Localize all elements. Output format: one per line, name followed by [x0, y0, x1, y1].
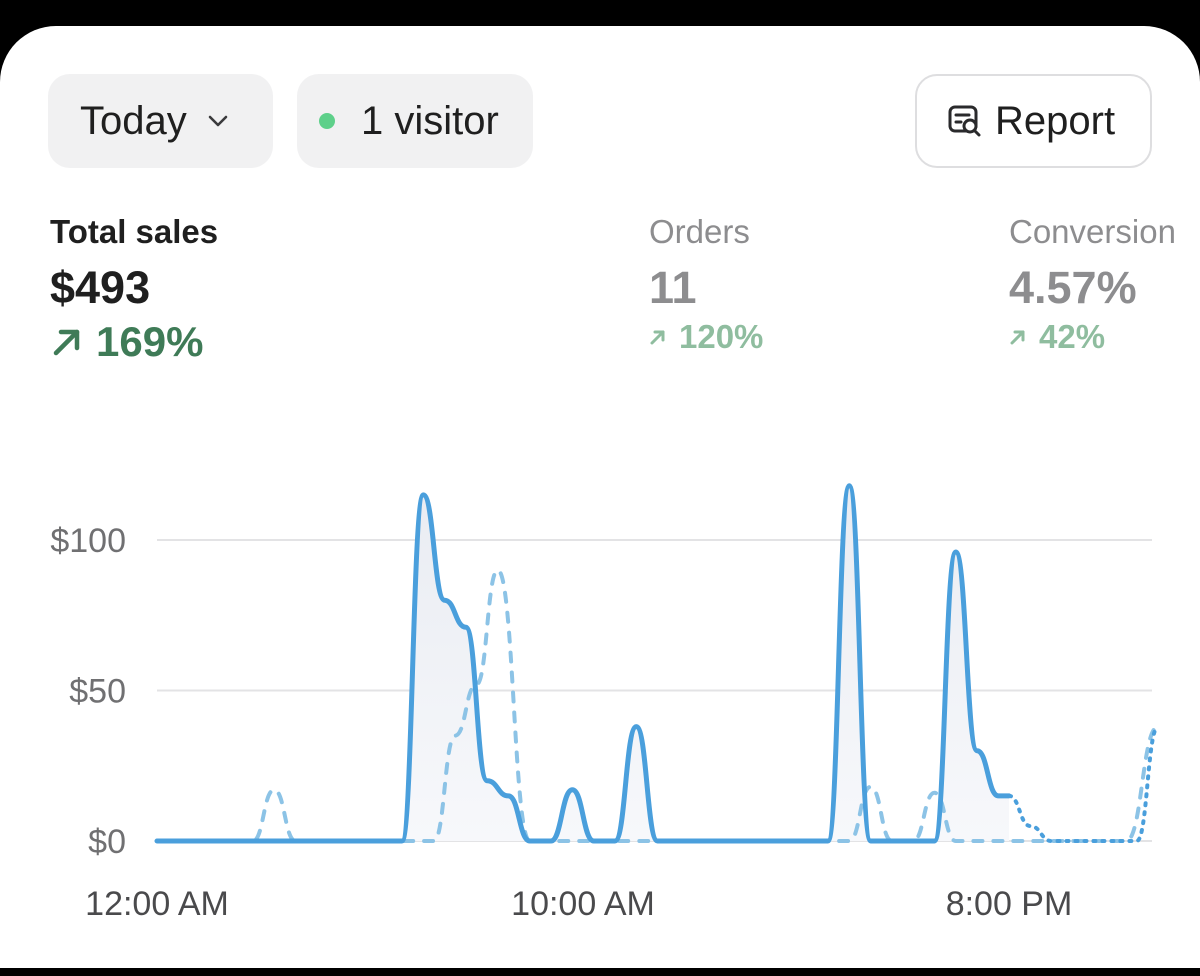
x-tick-label: 10:00 AM: [511, 885, 655, 923]
y-tick-label: $100: [50, 522, 126, 560]
y-tick-label: $50: [69, 673, 126, 711]
total-sales-change-value: 169%: [96, 318, 204, 365]
report-label: Report: [995, 98, 1116, 143]
x-axis-labels: 12:00 AM 10:00 AM 8:00 PM: [85, 885, 1072, 923]
arrow-up-right-icon: [1010, 330, 1025, 345]
sales-line-chart[interactable]: $0 $50 $100 12:00 AM 10:00 AM 8:00 PM: [0, 26, 1200, 968]
arrow-up-right-icon: [650, 330, 665, 345]
total-sales-change: 169%: [50, 318, 218, 366]
live-status-dot-icon: [319, 113, 335, 129]
sales-line-projected: [1007, 724, 1161, 844]
live-visitors-button[interactable]: 1 visitor: [297, 74, 533, 168]
total-sales-metric[interactable]: Total sales $493 169%: [50, 212, 218, 366]
chart-series: [154, 483, 1161, 844]
total-sales-label: Total sales: [50, 213, 219, 250]
date-range-dropdown[interactable]: Today: [48, 74, 273, 168]
report-search-icon: [948, 105, 981, 137]
orders-metric[interactable]: Orders 11 120%: [649, 212, 763, 356]
chevron-down-icon: [208, 115, 228, 127]
arrow-up-right-icon: [53, 329, 80, 356]
conversion-label: Conversion: [1009, 213, 1176, 250]
orders-change: 120%: [649, 318, 763, 356]
x-tick-label: 8:00 PM: [946, 885, 1073, 923]
y-tick-label: $0: [88, 823, 126, 861]
total-sales-value: $493: [50, 262, 151, 313]
live-visitors-label: 1 visitor: [361, 98, 499, 143]
x-tick-label: 12:00 AM: [85, 885, 229, 923]
conversion-change: 42%: [1009, 318, 1176, 356]
orders-value: 11: [649, 262, 697, 313]
conversion-change-value: 42%: [1039, 318, 1106, 355]
orders-change-value: 120%: [679, 318, 764, 355]
conversion-value: 4.57%: [1009, 262, 1137, 313]
report-button[interactable]: Report: [915, 74, 1152, 168]
sales-summary-card: Today 1 visitor Report Total sales $493 …: [0, 26, 1200, 968]
date-range-label: Today: [80, 98, 187, 143]
y-axis-labels: $0 $50 $100: [50, 522, 126, 861]
orders-label: Orders: [649, 213, 750, 250]
conversion-metric[interactable]: Conversion 4.57% 42%: [1009, 212, 1176, 356]
sales-line-today: [154, 483, 1012, 844]
